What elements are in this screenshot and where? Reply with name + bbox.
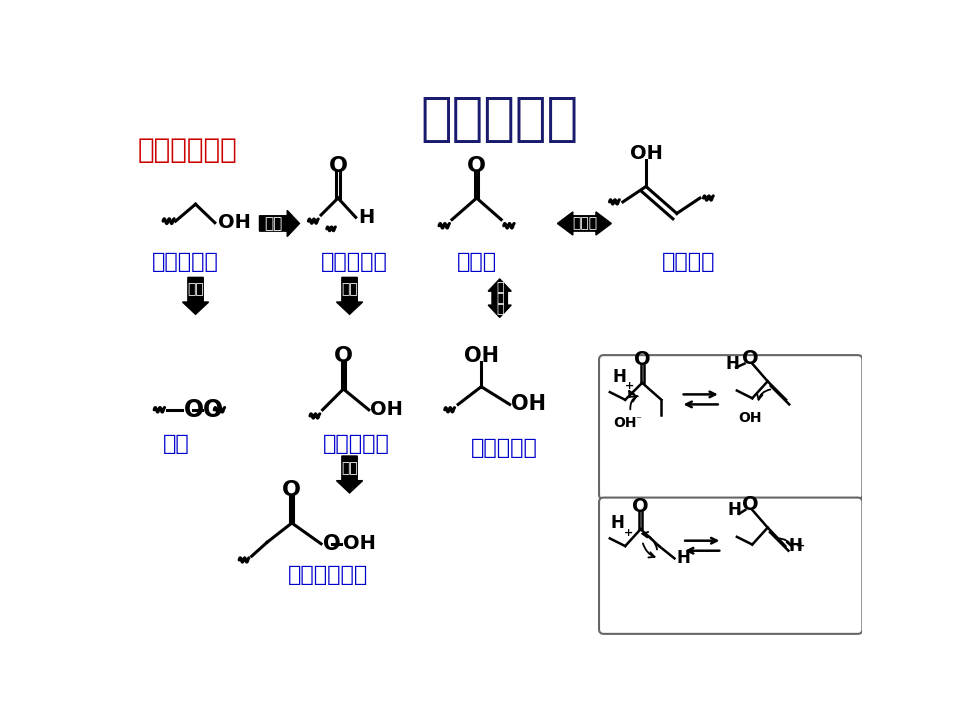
Text: OH: OH (218, 213, 251, 232)
Text: +: + (624, 382, 634, 391)
Text: エノール: エノール (661, 252, 715, 272)
Text: H: H (677, 549, 690, 567)
Text: OH: OH (613, 416, 636, 430)
FancyArrow shape (488, 298, 512, 318)
Text: 酸化: 酸化 (264, 216, 282, 231)
Text: OH: OH (464, 346, 498, 366)
Text: OH: OH (343, 534, 375, 553)
Text: H: H (611, 514, 624, 532)
Text: H: H (358, 208, 374, 227)
Text: 酸化: 酸化 (187, 283, 204, 297)
FancyBboxPatch shape (599, 498, 862, 634)
Text: 酸化: 酸化 (341, 283, 358, 297)
Text: 酸素官能基: 酸素官能基 (420, 93, 579, 145)
Text: ⁻: ⁻ (636, 415, 641, 425)
Text: OH: OH (630, 144, 662, 163)
Text: 酸化度の違い: 酸化度の違い (138, 135, 237, 163)
Text: +: + (796, 541, 805, 552)
Text: OH: OH (512, 395, 546, 415)
Text: O: O (184, 397, 204, 422)
Text: H: H (612, 368, 626, 386)
FancyArrow shape (558, 212, 585, 235)
Text: H: H (726, 354, 739, 373)
FancyBboxPatch shape (599, 355, 862, 499)
Text: O: O (633, 497, 649, 516)
FancyArrow shape (336, 456, 363, 493)
Text: ケトン: ケトン (457, 252, 497, 272)
Text: H: H (788, 537, 803, 555)
Text: O: O (334, 346, 353, 366)
Text: アセタール: アセタール (471, 438, 539, 459)
Text: 水
付
加: 水 付 加 (496, 281, 503, 315)
Text: 酸化: 酸化 (341, 462, 358, 475)
Text: O: O (204, 397, 224, 422)
Text: アルデヒド: アルデヒド (321, 252, 388, 272)
FancyArrow shape (336, 277, 363, 315)
Text: OH: OH (371, 400, 403, 419)
Text: H: H (728, 501, 741, 519)
Text: 過酸: 過酸 (162, 434, 189, 454)
Text: O: O (742, 495, 758, 514)
Text: O: O (328, 156, 348, 176)
Text: O: O (323, 534, 340, 554)
Text: O: O (742, 348, 758, 368)
Text: O: O (282, 480, 301, 500)
Text: アルコール: アルコール (152, 252, 219, 272)
Text: +: + (624, 528, 633, 538)
Text: O: O (634, 350, 651, 369)
Text: OH: OH (738, 410, 761, 425)
FancyArrow shape (585, 212, 612, 235)
FancyArrow shape (182, 277, 208, 315)
Text: 異性化: 異性化 (572, 217, 597, 230)
FancyArrow shape (259, 210, 300, 237)
FancyArrow shape (488, 279, 512, 298)
Text: O: O (468, 156, 486, 176)
Text: カルボン酸: カルボン酸 (323, 434, 390, 454)
Text: 過カルボン酸: 過カルボン酸 (288, 565, 369, 585)
